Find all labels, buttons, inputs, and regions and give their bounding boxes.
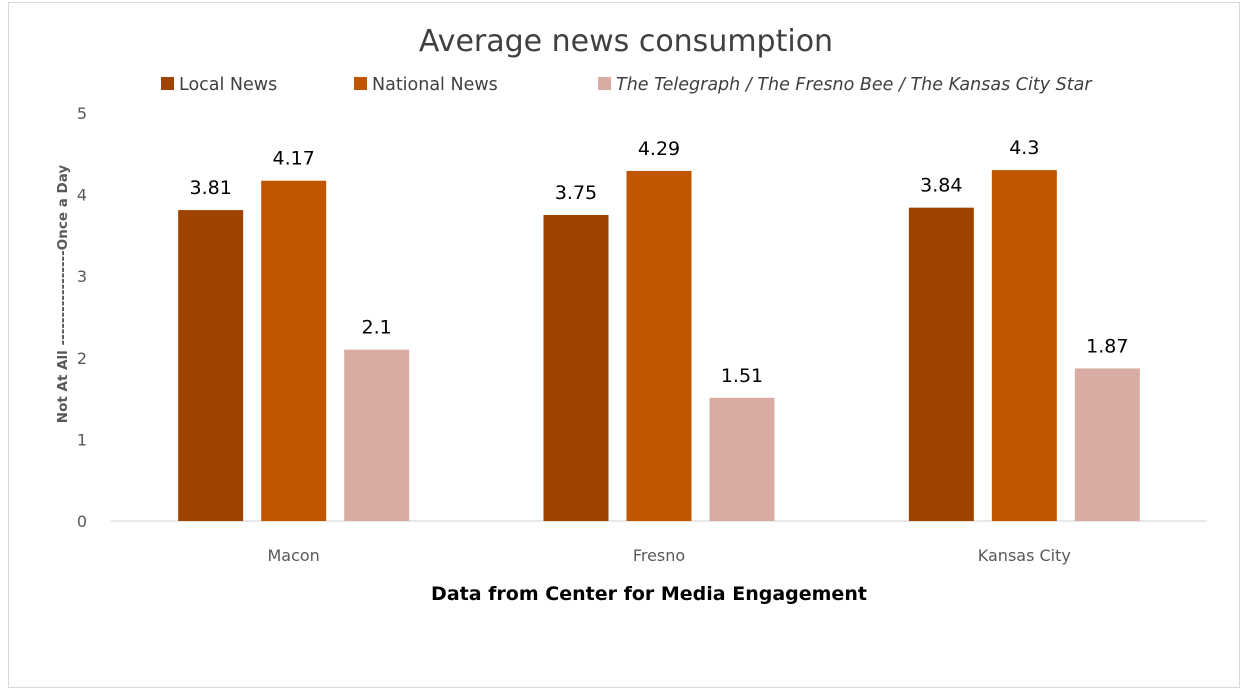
bar <box>543 215 609 521</box>
chart-frame: Average news consumption Local News Natio… <box>8 2 1240 688</box>
x-tick-label: Kansas City <box>978 546 1071 565</box>
data-label: 3.81 <box>190 177 232 199</box>
data-label: 3.84 <box>920 175 962 197</box>
data-label: 4.29 <box>638 138 680 160</box>
x-tick-label: Fresno <box>633 546 685 565</box>
x-tick-label: Macon <box>267 546 319 565</box>
data-label: 3.75 <box>555 182 597 204</box>
data-label: 1.51 <box>721 365 763 387</box>
data-label: 2.1 <box>362 317 392 339</box>
data-labels: 3.81 4.17 2.1 3.75 4.29 1.51 3.84 4.3 1.87 <box>190 137 1129 387</box>
bar <box>261 180 327 521</box>
y-tick-label: 1 <box>77 430 87 449</box>
y-tick-label: 2 <box>77 349 87 368</box>
x-axis-ticks: Macon Fresno Kansas City <box>267 546 1070 565</box>
y-tick-label: 0 <box>77 512 87 531</box>
y-tick-label: 4 <box>77 186 87 205</box>
bars <box>178 170 1140 521</box>
legend: Local News National News The Telegraph / T… <box>161 75 1093 95</box>
chart-title: Average news consumption <box>419 24 833 59</box>
bar <box>626 170 692 521</box>
y-axis-label: Not At All -----------------Once a Day <box>55 165 71 424</box>
bar <box>908 207 974 521</box>
bar-chart: Average news consumption Local News Natio… <box>55 24 1207 605</box>
legend-swatch <box>354 77 367 90</box>
legend-swatch <box>161 77 174 90</box>
y-axis-ticks: 0 1 2 3 4 5 <box>77 104 87 531</box>
y-tick-label: 5 <box>77 104 87 123</box>
bar <box>1074 368 1140 521</box>
x-axis-label: Data from Center for Media Engagement <box>431 583 867 605</box>
bar <box>991 170 1057 521</box>
legend-label: Local News <box>179 75 277 95</box>
data-label: 4.3 <box>1009 137 1039 159</box>
y-tick-label: 3 <box>77 267 87 286</box>
legend-swatch <box>598 77 611 90</box>
bar <box>709 397 775 521</box>
bar <box>178 210 244 521</box>
legend-label: National News <box>372 75 498 95</box>
data-label: 4.17 <box>273 148 315 170</box>
legend-label: The Telegraph / The Fresno Bee / The Kan… <box>616 75 1093 95</box>
data-label: 1.87 <box>1086 335 1128 357</box>
bar <box>344 349 410 521</box>
